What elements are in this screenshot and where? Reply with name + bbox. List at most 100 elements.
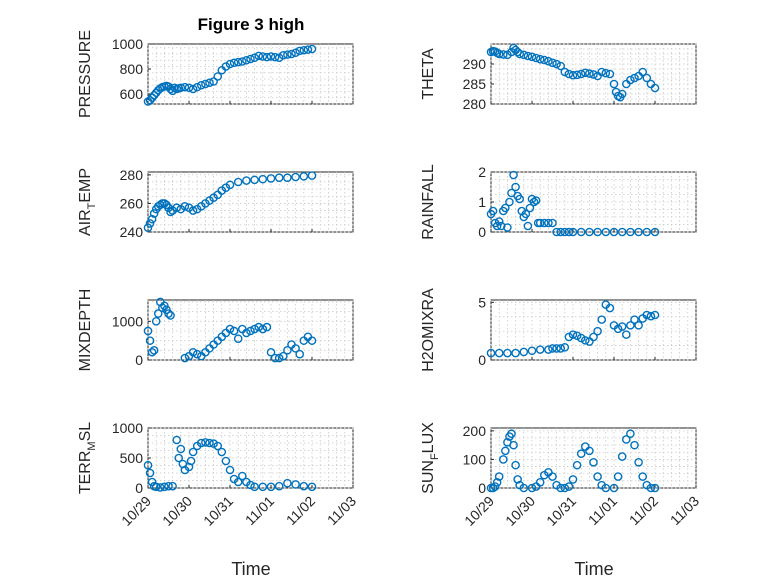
data-point (180, 353, 190, 363)
axes-rainfall: 0 1 2 RAINFALL (420, 164, 697, 240)
x-tick-label: 11/02 (283, 493, 319, 529)
data-point (622, 330, 631, 339)
data-point (160, 482, 169, 492)
data-point (174, 453, 184, 463)
data-point (519, 50, 529, 60)
data-point (291, 480, 300, 489)
data-point (548, 58, 557, 68)
data-point (572, 70, 582, 80)
data-point (176, 444, 186, 454)
data-point (143, 326, 153, 336)
y-tick-label: 280 (120, 167, 144, 183)
data-point (581, 336, 590, 345)
data-point (307, 171, 317, 180)
data-point (242, 55, 251, 65)
x-tick-label: 11/03 (667, 493, 703, 529)
data-point (605, 69, 615, 79)
axes-theta: 280 285 290 THETA (420, 43, 697, 112)
data-point (568, 70, 578, 80)
x-axis-label-left: Time (231, 559, 270, 579)
x-tick-label: 10/29 (461, 493, 497, 529)
y-tick-label: 800 (120, 61, 144, 77)
data-point (634, 457, 643, 467)
data-point (266, 174, 276, 183)
data-point (225, 180, 235, 190)
data-point (155, 200, 165, 210)
y-axis-label: THETA (420, 48, 437, 100)
data-point (560, 483, 570, 493)
data-point (556, 61, 566, 71)
data-point (535, 345, 545, 354)
data-point (205, 438, 214, 448)
data-point (299, 481, 309, 491)
x-tick-label: 10/30 (502, 493, 538, 529)
data-point (274, 481, 284, 491)
data-point (188, 447, 198, 457)
data-point (205, 78, 214, 88)
data-point (626, 321, 635, 330)
data-point (180, 201, 190, 211)
data-point (552, 344, 561, 353)
data-point (650, 483, 660, 493)
data-point (196, 438, 206, 448)
data-point (646, 311, 656, 321)
data-point (299, 45, 309, 55)
data-point (527, 346, 537, 356)
data-point (505, 197, 514, 207)
data-point (501, 446, 510, 456)
axes-terr_msl: 0 500 1000 TERRMSL 10/29 10/30 10/31 11/01 11/02… (77, 420, 359, 529)
axes-sun_flux: 0 100 200 SUNFLUX 10/29 10/30 10/31 11/01 11/02 1… (420, 422, 702, 529)
data-point (307, 44, 317, 54)
data-point (535, 54, 545, 64)
x-tick-label: 10/31 (200, 493, 236, 529)
y-tick-label: 0 (478, 480, 486, 496)
data-point (617, 452, 627, 461)
plot-frame (490, 171, 697, 233)
data-point (576, 449, 586, 459)
data-point (258, 324, 268, 334)
data-point (278, 50, 288, 60)
data-point (572, 460, 582, 470)
data-point (149, 90, 159, 100)
data-point (525, 203, 535, 213)
data-point (492, 477, 502, 487)
data-point (188, 206, 198, 215)
data-point (166, 84, 175, 94)
data-point (229, 326, 239, 336)
y-tick-label: 0 (478, 224, 486, 240)
data-point (535, 477, 545, 487)
data-point (213, 72, 222, 81)
y-axis-label: RAINFALL (420, 164, 437, 240)
plot-frame (147, 171, 354, 233)
data-point (511, 348, 520, 358)
data-point (201, 79, 210, 89)
data-point (617, 322, 627, 331)
data-point (213, 441, 222, 451)
data-point (501, 203, 510, 213)
data-point (581, 68, 590, 78)
data-point (149, 209, 159, 218)
data-point (601, 483, 611, 493)
data-point (556, 227, 566, 237)
figure-title: Figure 3 high (198, 15, 305, 34)
y-tick-label: 0 (135, 480, 143, 496)
data-point (593, 227, 602, 237)
data-point (266, 52, 276, 61)
data-point (299, 171, 309, 181)
data-point (188, 347, 198, 357)
data-point (568, 475, 578, 484)
data-point (250, 482, 259, 492)
y-axis-label: SUNFLUX (420, 422, 441, 494)
data-point (151, 482, 161, 492)
data-point (540, 218, 549, 228)
data-point (576, 227, 586, 237)
data-point (291, 48, 300, 58)
data-point (630, 440, 639, 450)
data-point (488, 483, 498, 493)
data-point (176, 83, 186, 93)
data-point (250, 324, 259, 334)
data-point (283, 478, 292, 488)
data-point (153, 309, 163, 318)
data-point (192, 82, 202, 92)
